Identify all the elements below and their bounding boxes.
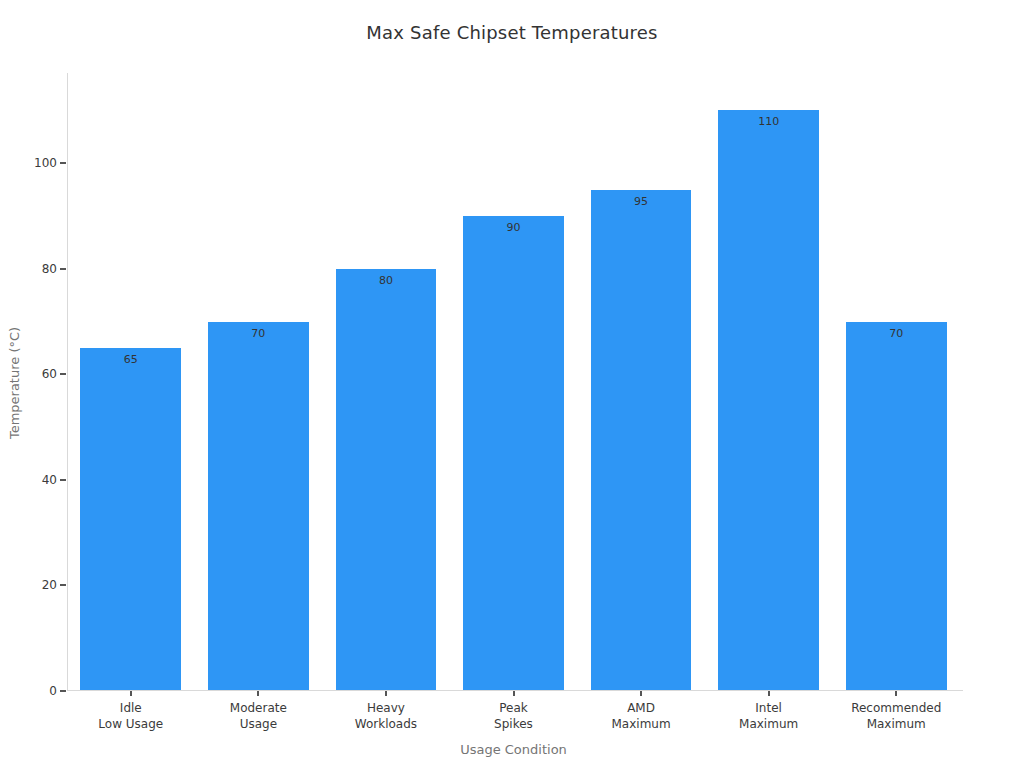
bar-value-label: 110 [718, 115, 819, 128]
bar [591, 190, 692, 690]
x-tick-label: IdleLow Usage [67, 700, 195, 732]
x-tick-label-line: Maximum [577, 716, 705, 732]
x-tick-mark [640, 691, 642, 696]
x-tick-mark [257, 691, 259, 696]
x-tick-mark [513, 691, 515, 696]
x-tick-label: AMDMaximum [577, 700, 705, 732]
bar [336, 269, 437, 690]
x-tick-label: ModerateUsage [195, 700, 323, 732]
x-tick-label: PeakSpikes [450, 700, 578, 732]
x-tick-label-line: Maximum [705, 716, 833, 732]
chart-figure: Max Safe Chipset Temperatures Temperatur… [0, 0, 1024, 768]
y-tick-label: 40 [15, 473, 57, 487]
bar-value-label: 70 [208, 327, 309, 340]
x-axis-line [67, 690, 963, 691]
x-tick-mark [130, 691, 132, 696]
bar-value-label: 90 [463, 221, 564, 234]
y-tick-label: 20 [15, 578, 57, 592]
x-tick-label-line: Idle [67, 700, 195, 716]
x-tick-label: RecommendedMaximum [832, 700, 960, 732]
y-tick-mark [60, 584, 66, 586]
x-tick-mark [385, 691, 387, 696]
chart-title: Max Safe Chipset Temperatures [0, 22, 1024, 43]
x-tick-label-line: Moderate [195, 700, 323, 716]
x-tick-label-line: Spikes [450, 716, 578, 732]
bar-value-label: 95 [591, 195, 692, 208]
bar-value-label: 70 [846, 327, 947, 340]
bar [80, 348, 181, 690]
y-tick-label: 80 [15, 262, 57, 276]
y-tick-label: 100 [15, 156, 57, 170]
bar [463, 216, 564, 690]
bar [846, 322, 947, 690]
x-tick-label-line: Workloads [322, 716, 450, 732]
x-tick-mark [768, 691, 770, 696]
x-tick-label-line: Maximum [832, 716, 960, 732]
bar [208, 322, 309, 690]
y-tick-mark [60, 373, 66, 375]
plot-area: 02040608010065IdleLow Usage70ModerateUsa… [67, 75, 960, 691]
y-axis-line [67, 73, 68, 691]
x-tick-label-line: Intel [705, 700, 833, 716]
y-tick-mark [60, 479, 66, 481]
x-tick-mark [895, 691, 897, 696]
y-axis-title: Temperature (°C) [7, 327, 22, 439]
bar-value-label: 80 [336, 274, 437, 287]
y-tick-label: 0 [15, 684, 57, 698]
x-tick-label-line: AMD [577, 700, 705, 716]
y-tick-mark [60, 162, 66, 164]
x-tick-label-line: Usage [195, 716, 323, 732]
bar [718, 110, 819, 690]
y-tick-label: 60 [15, 367, 57, 381]
y-tick-mark [60, 268, 66, 270]
bar-value-label: 65 [80, 353, 181, 366]
x-tick-label: IntelMaximum [705, 700, 833, 732]
x-tick-label-line: Heavy [322, 700, 450, 716]
x-axis-title: Usage Condition [67, 742, 960, 757]
x-tick-label-line: Recommended [832, 700, 960, 716]
y-tick-mark [60, 690, 66, 692]
x-tick-label-line: Low Usage [67, 716, 195, 732]
x-tick-label: HeavyWorkloads [322, 700, 450, 732]
x-tick-label-line: Peak [450, 700, 578, 716]
